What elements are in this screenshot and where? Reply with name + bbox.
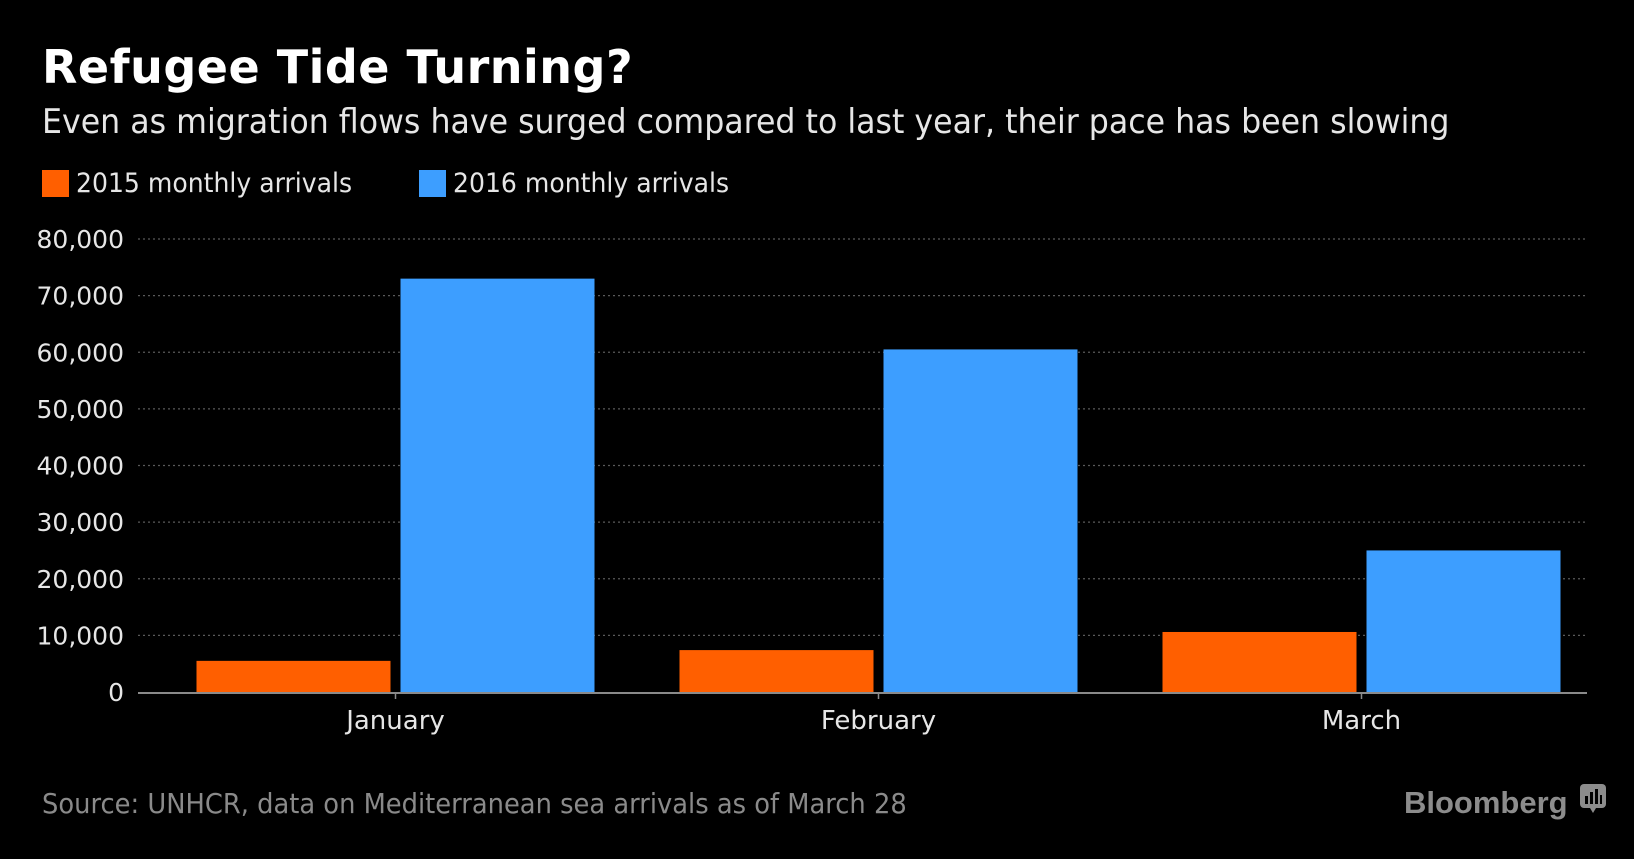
y-axis-tick-labels: 0 10,000 20,000 30,000 40,000 50,000 60,000 70,… <box>37 225 124 707</box>
bar-chart: 0 10,000 20,000 30,000 40,000 50,000 60,000 70,… <box>37 225 1587 736</box>
legend-label-2015: 2015 monthly arrivals <box>76 168 353 199</box>
bars <box>196 278 1561 692</box>
bar-2015-february <box>679 650 874 692</box>
legend-label-2016: 2016 monthly arrivals <box>452 168 729 199</box>
chart-subtitle: Even as migration flows have surged comp… <box>42 102 1450 142</box>
y-tick-label: 60,000 <box>37 338 124 367</box>
bar-2016-january <box>400 278 595 692</box>
x-axis-tick-labels: January February March <box>344 706 1401 736</box>
y-tick-label: 20,000 <box>37 565 124 594</box>
bar-2015-march <box>1162 631 1357 692</box>
bar-2015-january <box>196 660 391 692</box>
brand-name: Bloomberg <box>1404 785 1568 820</box>
x-tick-label: March <box>1322 706 1401 736</box>
bloomberg-chart-icon <box>1579 784 1606 822</box>
source-note: Source: UNHCR, data on Mediterranean sea… <box>42 787 907 820</box>
x-axis <box>138 692 1587 699</box>
chart-title: Refugee Tide Turning? <box>42 40 634 94</box>
y-tick-label: 30,000 <box>37 508 124 537</box>
y-tick-label: 40,000 <box>37 452 124 481</box>
y-tick-label: 70,000 <box>37 282 124 311</box>
y-tick-label: 80,000 <box>37 225 124 254</box>
gridlines <box>138 238 1587 636</box>
x-tick-label: February <box>821 706 936 736</box>
x-tick-label: January <box>344 706 445 736</box>
legend-item-2016: 2016 monthly arrivals <box>418 168 750 199</box>
legend-swatch-2016 <box>418 170 446 197</box>
legend-swatch-2015 <box>42 170 69 197</box>
bar-2016-march <box>1366 550 1561 692</box>
y-tick-label: 0 <box>108 678 124 707</box>
y-tick-label: 50,000 <box>37 395 124 424</box>
legend-item-2015: 2015 monthly arrivals <box>42 168 373 199</box>
y-tick-label: 10,000 <box>37 621 124 650</box>
bar-2016-february <box>883 349 1078 692</box>
brand-logo: Bloomberg <box>1404 784 1606 822</box>
legend: 2015 monthly arrivals 2016 monthly arriv… <box>42 168 796 199</box>
